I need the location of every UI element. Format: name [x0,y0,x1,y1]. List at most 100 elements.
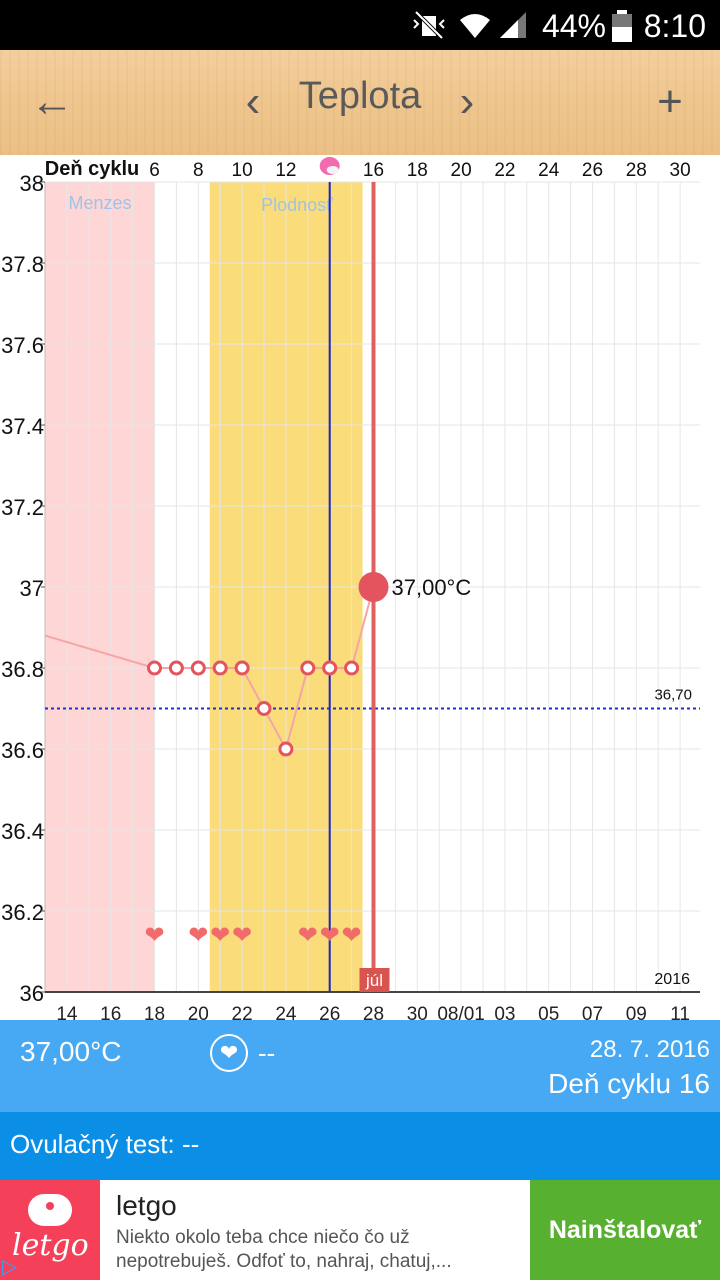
y-tick-label: 36.4 [1,819,44,844]
bottom-tick-label: 03 [494,1004,515,1020]
toolbar: ← ‹ Teplota › + [0,50,720,155]
top-tick-label: 6 [149,160,160,181]
bottom-tick-label: 24 [275,1004,297,1020]
top-tick-label: 18 [407,160,428,181]
letgo-logo[interactable]: letgo ▷ [0,1180,100,1280]
month-label: júl [365,971,383,990]
status-bar: 44% 8:10 [0,0,720,50]
y-tick-label: 36.6 [1,738,44,763]
ad-choices-icon[interactable]: ▷ [2,1256,18,1278]
phase-label-fertile: Plodnosť [261,195,333,215]
bottom-tick-label: 18 [144,1004,165,1020]
install-button[interactable]: Nainštalovať [530,1180,720,1280]
logo-text: letgo [12,1228,89,1263]
ad-banner[interactable]: letgo ▷ letgo Niekto okolo teba chce nie… [0,1180,720,1280]
top-tick-label: 8 [193,160,204,181]
cycle-day: Deň cyklu 16 [548,1068,710,1099]
bottom-tick-label: 11 [670,1004,690,1020]
back-button[interactable]: ← [22,72,82,132]
ovulation-marker-shine [326,166,339,174]
y-tick-label: 37 [20,576,44,601]
intercourse-heart-icon: ❤ [188,922,208,949]
wood-texture [0,50,720,155]
data-point [322,660,338,676]
data-point [234,660,250,676]
y-tick-label: 37.4 [1,414,44,439]
ad-app-name[interactable]: letgo [116,1190,177,1221]
data-point [278,741,294,757]
top-tick-label: 30 [670,160,691,181]
bottom-tick-label: 16 [100,1004,121,1020]
coverline-label: 36,70 [654,687,692,704]
top-tick-label: 24 [538,160,560,181]
current-value-label: 37,00°C [392,575,472,600]
top-tick-label: 20 [451,160,472,181]
intercourse-heart-icon: ❤ [232,922,252,949]
ovulation-test-row[interactable]: Ovulačný test: -- [0,1112,720,1180]
data-point [344,660,360,676]
intercourse-heart-icon: ❤ [320,922,340,949]
plus-icon: + [657,77,683,126]
info-panel: 37,00°C ❤ -- 28. 7. 2016 Deň cyklu 16 [0,1020,720,1112]
selected-temperature: 37,00°C [20,1036,122,1067]
intercourse-heart-icon: ❤ [298,922,318,949]
data-point [168,660,184,676]
top-tick-label: 22 [494,160,515,181]
bottom-tick-label: 09 [626,1004,647,1020]
chevron-left-icon: ‹ [245,77,261,126]
chevron-right-icon: › [459,77,475,126]
bottom-tick-label: 20 [188,1004,209,1020]
add-button[interactable]: + [640,72,700,132]
bottom-tick-label: 26 [319,1004,340,1020]
y-tick-label: 36 [20,981,44,1006]
bottom-tick-label: 08/01 [437,1004,485,1020]
top-tick-label: 28 [626,160,647,181]
previous-button[interactable]: ‹ [228,72,278,132]
battery-percent: 44% [541,8,606,44]
top-axis-title: Deň cyklu [45,158,139,180]
y-tick-label: 38 [20,171,44,196]
temperature-chart[interactable]: 38 37.8 37.6 37.4 37.2 37 36.8 36.6 36.4 36.2 36 Me… [0,155,720,1020]
clock: 8:10 [643,8,706,44]
y-tick-label: 37.6 [1,333,44,358]
heart-icon: ❤ [219,1040,239,1065]
data-point [256,701,272,716]
data-point [147,660,162,676]
y-tick-label: 37.2 [1,495,44,520]
intercourse-heart-icon: ❤ [342,922,362,949]
top-tick-label: 26 [582,160,603,181]
bottom-tick-label: 07 [582,1004,603,1020]
battery-icon [612,10,632,42]
month-marker [359,968,390,992]
wifi-icon [460,14,490,38]
ad-description: Niekto okolo teba chce niečo čo už nepot… [116,1227,452,1272]
bottom-tick-label: 14 [56,1004,78,1020]
selected-date: 28. 7. 2016 [589,1036,710,1063]
intercourse-value: -- [258,1038,276,1068]
y-tick-label: 36.8 [1,657,44,682]
intercourse-heart-icon: ❤ [210,922,230,949]
chat-bubble-icon [28,1194,72,1226]
page-title: Teplota [298,75,422,117]
data-point [300,660,316,676]
series-line-lead [44,634,155,669]
top-tick-label: 12 [275,160,296,181]
intercourse-heart-icon: ❤ [144,922,164,949]
back-arrow-icon: ← [30,77,74,126]
bottom-tick-label: 22 [232,1004,253,1020]
data-point [212,660,228,676]
top-tick-label: 10 [232,160,253,181]
intercourse-button[interactable]: ❤ [210,1034,248,1072]
y-tick-label: 36.2 [1,900,44,925]
bottom-tick-label: 30 [407,1004,428,1020]
bottom-tick-label: 28 [363,1004,384,1020]
current-point [358,572,389,602]
phase-label-menses: Menzes [68,193,131,213]
top-tick-label: 16 [363,160,384,181]
year-label: 2016 [654,971,690,988]
mute-vibrate-icon [413,10,445,40]
y-tick-label: 37.8 [1,252,44,277]
next-button[interactable]: › [442,72,492,132]
signal-icon [500,12,526,38]
ovulation-test-label: Ovulačný test: -- [10,1129,200,1159]
